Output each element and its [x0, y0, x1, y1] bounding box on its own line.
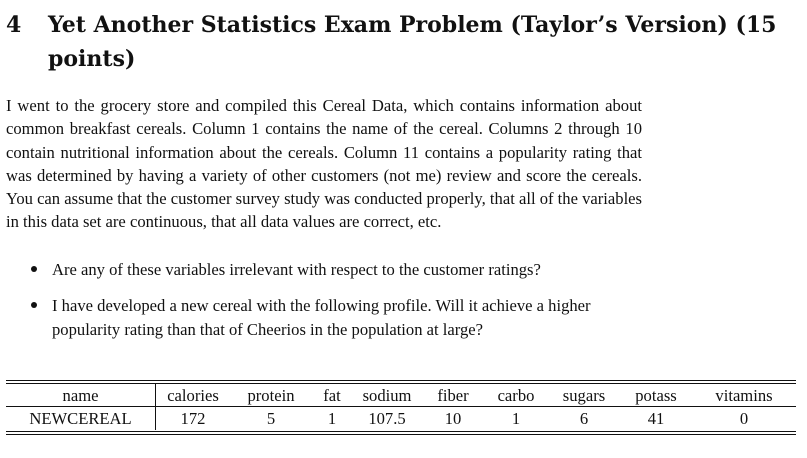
table-header-cell: fat	[323, 386, 341, 405]
question-text: Are any of these variables irrelevant wi…	[52, 260, 541, 279]
question-text: I have developed a new cereal with the f…	[52, 296, 591, 339]
table-cell: 107.5	[368, 409, 406, 428]
table-cell: NEWCEREAL	[6, 407, 156, 430]
table-bottom-rule	[6, 431, 796, 435]
table-cell: 1	[511, 409, 521, 428]
table-header-cell: carbo	[497, 386, 535, 405]
section-heading: 4 Yet Another Statistics Exam Problem (T…	[6, 8, 796, 76]
bullet-icon	[31, 302, 37, 309]
table-header-rule	[6, 406, 796, 407]
table-cell: 5	[266, 409, 276, 428]
section-number: 4	[6, 12, 22, 38]
table-cell: 1	[327, 409, 337, 428]
table-cell: 172	[180, 409, 206, 428]
table-row: NEWCEREAL 172 5 1 107.5 10 1 6 41 0	[6, 407, 796, 430]
question-list: Are any of these variables irrelevant wi…	[24, 258, 654, 354]
table-header-cell: potass	[635, 386, 677, 405]
table-header-cell: vitamins	[715, 386, 773, 405]
question-item: I have developed a new cereal with the f…	[24, 294, 654, 341]
table-cell: 41	[647, 409, 665, 428]
section-title: Yet Another Statistics Exam Problem (Tay…	[48, 12, 777, 72]
table-cell: 6	[579, 409, 589, 428]
table-cell: 0	[739, 409, 749, 428]
table-top-rule	[6, 380, 796, 384]
question-item: Are any of these variables irrelevant wi…	[24, 258, 654, 281]
table-header-cell: fiber	[437, 386, 469, 405]
table-header-row: name calories protein fat sodium fiber c…	[6, 384, 796, 407]
bullet-icon	[31, 266, 37, 272]
table-header-cell: calories	[167, 386, 219, 405]
table-header-cell: sodium	[362, 386, 412, 405]
intro-paragraph: I went to the grocery store and compiled…	[6, 96, 642, 232]
table-header-cell: sugars	[562, 386, 606, 405]
table-cell: 10	[444, 409, 462, 428]
table-header-cell: name	[6, 384, 156, 407]
table-header-cell: protein	[247, 386, 295, 405]
